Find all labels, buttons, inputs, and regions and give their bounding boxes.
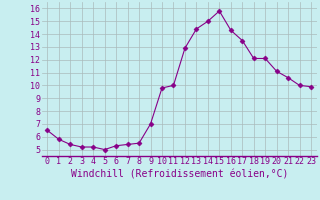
X-axis label: Windchill (Refroidissement éolien,°C): Windchill (Refroidissement éolien,°C) <box>70 169 288 179</box>
